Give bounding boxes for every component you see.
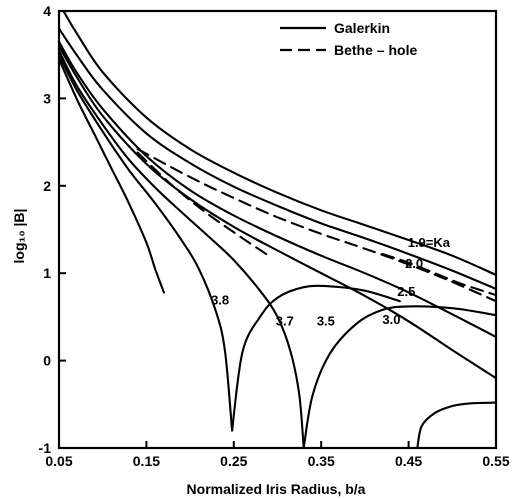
curves (59, 11, 496, 448)
x-tick-label: 0.35 (308, 453, 335, 469)
series-line-3-5 (59, 49, 305, 448)
y-tick-label: 2 (43, 178, 51, 194)
series-line-3-0-rebound (416, 401, 496, 448)
x-tick-label: 0.15 (133, 453, 160, 469)
y-axis-title: log₁₀ |B| (11, 209, 27, 264)
x-tick-label: 0.55 (482, 453, 509, 469)
series-line-3-0 (59, 44, 496, 380)
axes-layer: 0.05 0.15 0.25 0.35 0.45 0.55 -1 0 1 2 3 4 1.9=Ka 2.0… (39, 3, 510, 469)
plot-frame (57, 9, 498, 450)
x-tick-label: 0.45 (395, 453, 422, 469)
curve-label-2-0: 2.0 (405, 256, 423, 271)
series-line-1-9-ka (62, 11, 496, 276)
y-tick-label: 3 (43, 90, 51, 106)
legend-label-galerkin: Galerkin (334, 20, 390, 36)
curve-label-3-7: 3.7 (276, 314, 294, 329)
y-tick-label: 0 (43, 353, 51, 369)
x-tick-label: 0.05 (45, 453, 72, 469)
series-line-2-5 (59, 40, 496, 339)
legend: Galerkin Bethe – hole (280, 20, 417, 58)
y-tick-label: -1 (39, 440, 52, 456)
series-line-bethe-hole-2-0 (136, 148, 496, 303)
y-tick-label: 4 (43, 3, 51, 19)
series-line-3-7-rebound (231, 284, 401, 432)
x-tick-label: 0.25 (220, 453, 247, 469)
curve-label-1-9-ka: 1.9=Ka (408, 235, 451, 250)
curve-label-3-5: 3.5 (317, 314, 335, 329)
series-line-2-0 (59, 27, 496, 290)
x-axis-title: Normalized Iris Radius, b/a (187, 481, 366, 497)
plot-layer (59, 11, 496, 448)
series-line-3-5-rebound (302, 305, 496, 448)
legend-label-bethe-hole: Bethe – hole (334, 42, 417, 58)
curve-label-2-5: 2.5 (397, 284, 415, 299)
series-line-3-8 (59, 58, 165, 294)
series-line-bethe-hole-1-9 (381, 252, 496, 297)
curve-label-3-0: 3.0 (382, 312, 400, 327)
y-tick-label: 1 (43, 265, 51, 281)
series-line-3-7 (59, 53, 234, 432)
curve-label-3-8: 3.8 (211, 293, 229, 308)
